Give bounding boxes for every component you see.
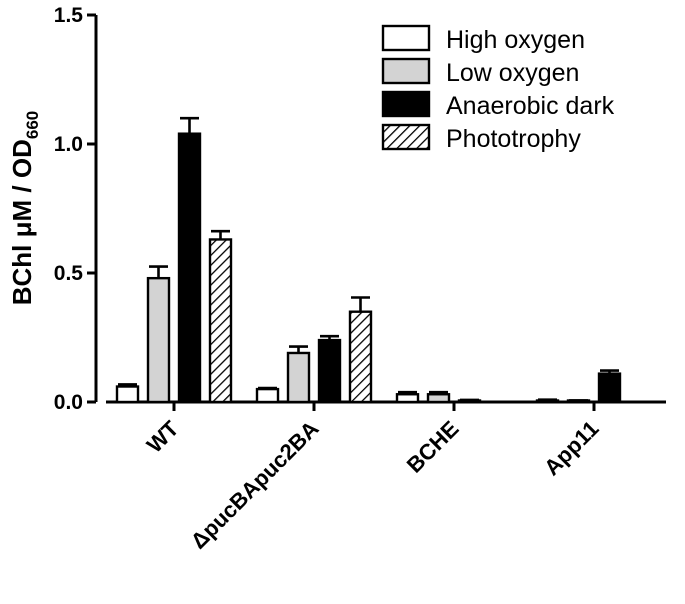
legend-swatch: [381, 90, 431, 118]
bar: [177, 132, 202, 404]
legend-swatch: [381, 24, 431, 52]
y-tick-label: 0.0: [54, 391, 83, 414]
x-category-label: App11: [539, 416, 603, 480]
bar: [317, 338, 342, 404]
legend-label: Anaerobic dark: [446, 92, 615, 120]
y-axis-title: BChl μM / OD660: [7, 111, 42, 306]
y-tick-label: 0.5: [54, 262, 84, 285]
y-tick-label: 1.5: [54, 4, 84, 27]
bar: [286, 351, 311, 404]
y-axis-title-main: BChl μM / OD: [7, 139, 37, 305]
chart-bars: [115, 116, 622, 404]
bar: [208, 238, 233, 404]
bar: [255, 387, 280, 404]
legend-swatch: [381, 123, 431, 151]
bar: [348, 310, 373, 404]
legend-label: High oxygen: [446, 26, 585, 54]
legend-swatch: [381, 57, 431, 85]
chart-legend: High oxygen Low oxygen Anaerobic dark Photo…: [381, 24, 615, 153]
bar: [426, 393, 451, 404]
bar: [597, 372, 622, 404]
legend-label: Phototrophy: [446, 125, 581, 153]
bar: [395, 393, 420, 404]
bar: [115, 385, 140, 404]
y-axis-title-subscript: 660: [23, 111, 42, 139]
x-category-label: WT: [142, 415, 184, 457]
legend-label: Low oxygen: [446, 59, 579, 87]
y-tick-label: 1.0: [54, 133, 83, 156]
bar: [146, 276, 171, 404]
x-axis-category-labels: WT ΔpucBApuc2BA BCHE App11: [142, 415, 604, 553]
x-category-label: BCHE: [402, 416, 464, 478]
x-category-label: ΔpucBApuc2BA: [186, 416, 324, 554]
